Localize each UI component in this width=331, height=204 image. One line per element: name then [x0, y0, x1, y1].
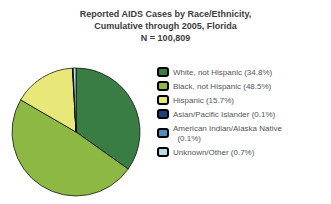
- svg-text:Hispanic (15.7%): Hispanic (15.7%): [173, 96, 234, 105]
- svg-text:White, not Hispanic (34.8%): White, not Hispanic (34.8%): [173, 68, 272, 77]
- svg-text:Black, not Hispanic (48.5%): Black, not Hispanic (48.5%): [173, 82, 272, 91]
- svg-text:Reported AIDS Cases by Race/Et: Reported AIDS Cases by Race/Ethnicity,: [80, 9, 252, 19]
- svg-text:American Indian/Alaska Native: American Indian/Alaska Native: [173, 124, 282, 133]
- svg-text:Asian/Pacific Islander (0.1%): Asian/Pacific Islander (0.1%): [173, 110, 276, 119]
- svg-text:Unknown/Other (0.7%): Unknown/Other (0.7%): [173, 148, 255, 157]
- svg-text:(0.1%): (0.1%): [173, 134, 201, 143]
- svg-text:N = 100,809: N = 100,809: [141, 33, 190, 43]
- svg-text:Cumulative through 2005, Flori: Cumulative through 2005, Florida: [94, 21, 238, 31]
